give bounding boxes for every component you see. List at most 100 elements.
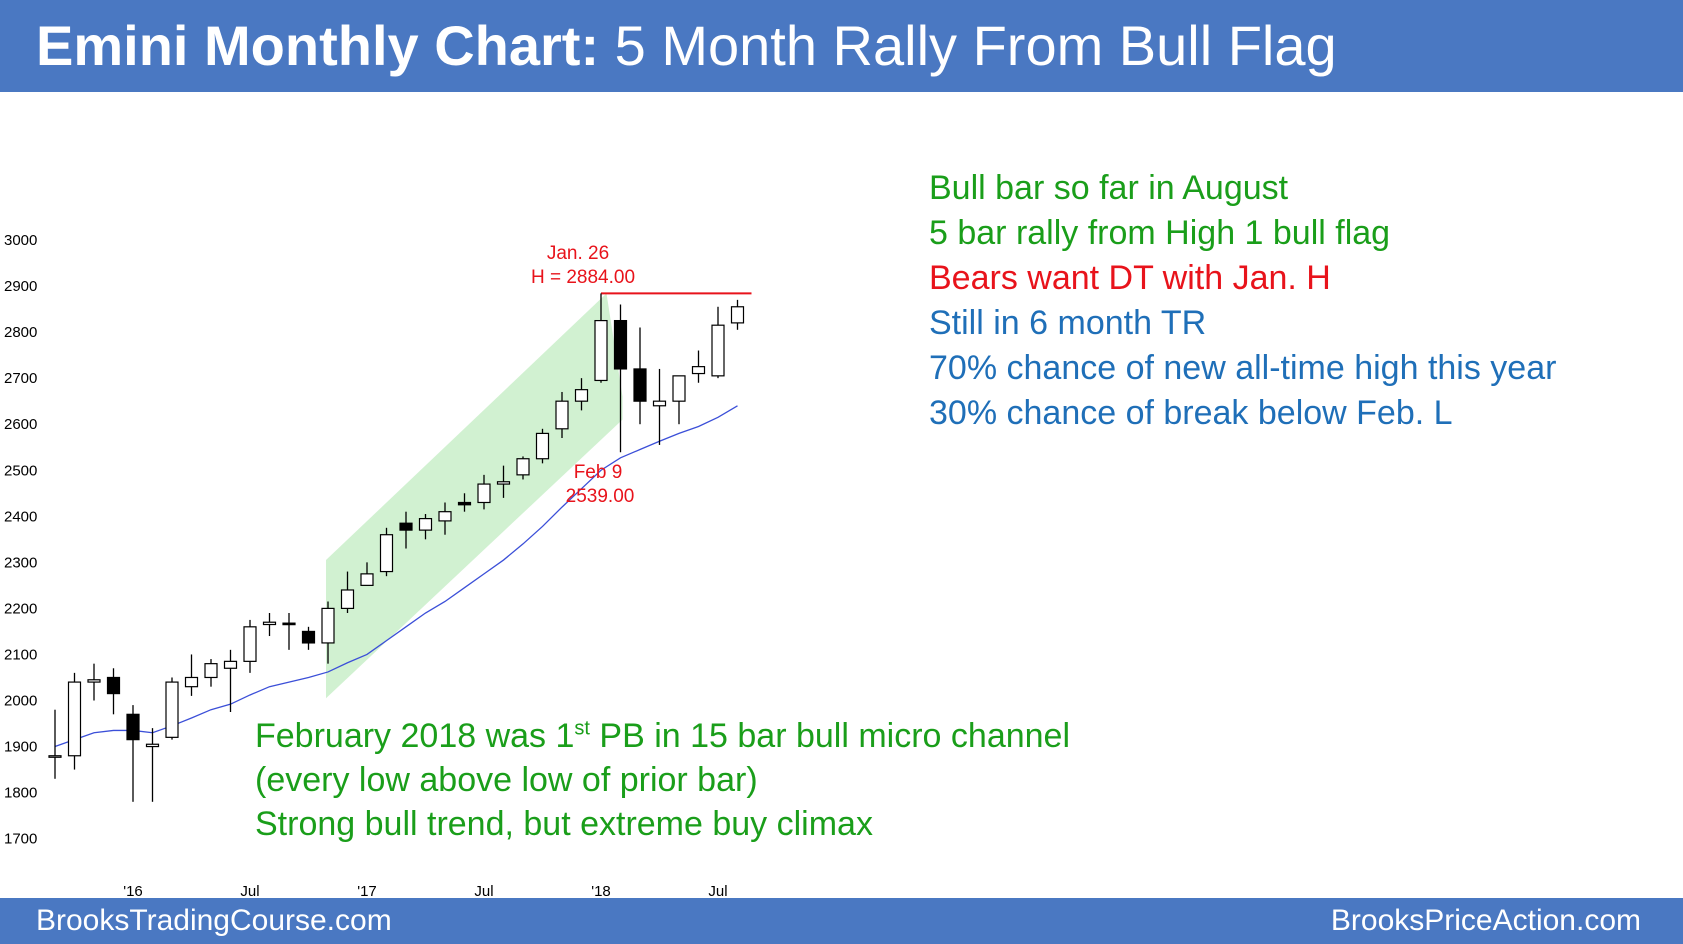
- candle-body: [418, 518, 433, 531]
- candle: [262, 613, 277, 637]
- candle: [106, 668, 121, 715]
- candle-body: [321, 607, 335, 644]
- candle-body: [730, 306, 745, 324]
- note-february-pullback: February 2018 was 1st PB in 15 bar bull …: [255, 716, 1070, 756]
- candle: [399, 511, 413, 549]
- candle: [87, 663, 101, 701]
- x-tick-label: '16: [123, 883, 143, 898]
- candle: [204, 659, 218, 687]
- bull-channel-polygon: [326, 293, 623, 699]
- candle-body: [223, 660, 238, 669]
- candle-body: [711, 324, 725, 377]
- note-trading-range: Still in 6 month TR: [929, 304, 1207, 342]
- candle: [145, 728, 160, 802]
- candle: [282, 613, 296, 650]
- candle-body: [496, 481, 511, 485]
- y-tick-label: 2000: [4, 693, 37, 710]
- candle: [555, 391, 569, 439]
- candle: [691, 350, 706, 383]
- candle-body: [126, 713, 140, 741]
- candle-body: [594, 319, 608, 382]
- y-tick-label: 1800: [4, 785, 37, 802]
- y-tick-label: 2900: [4, 278, 37, 295]
- y-tick-label: 2700: [4, 370, 37, 387]
- candle: [633, 327, 647, 425]
- candle: [67, 672, 82, 770]
- y-tick-label: 3000: [4, 232, 37, 249]
- candle-body: [574, 389, 589, 402]
- y-tick-label: 2600: [4, 416, 37, 433]
- x-tick-label: Jul: [240, 883, 259, 898]
- candle-body: [399, 522, 413, 531]
- note-break-below: 30% chance of break below Feb. L: [929, 394, 1453, 432]
- candlestick-chart: 1700 1800 1900 2000 2100 2200 2300 2400 2500 2600…: [4, 232, 752, 898]
- note-every-low: (every low above low of prior bar): [255, 761, 758, 799]
- candle-body: [691, 366, 706, 375]
- y-axis: 1700 1800 1900 2000 2100 2200 2300 2400 2500 2600…: [4, 232, 37, 848]
- candle-body: [477, 483, 491, 504]
- y-tick-label: 1700: [4, 831, 37, 848]
- candle: [340, 571, 355, 614]
- candle: [477, 474, 491, 510]
- candle-body: [379, 534, 394, 573]
- high-value-label: H = 2884.00: [531, 267, 635, 288]
- candle-body: [340, 589, 355, 610]
- candle: [418, 513, 433, 540]
- candle: [223, 649, 238, 713]
- candle-body: [633, 368, 647, 402]
- candle: [672, 375, 686, 425]
- candle: [594, 293, 608, 383]
- candle-body: [301, 630, 316, 644]
- candle: [516, 456, 530, 480]
- bull-channel-area: [326, 293, 623, 699]
- candle-body: [165, 681, 179, 738]
- low-date-label: Feb 9: [574, 462, 623, 483]
- candle: [574, 378, 589, 411]
- candle: [48, 709, 62, 779]
- title-rest: 5 Month Rally From Bull Flag: [599, 14, 1337, 77]
- x-axis: '16 Jul '17 Jul '18 Jul: [123, 883, 727, 898]
- candle-body: [87, 679, 101, 683]
- footer-right-site: BrooksPriceAction.com: [1330, 904, 1641, 937]
- candle-body: [652, 400, 667, 407]
- candle-body: [67, 681, 82, 757]
- candle-body: [106, 676, 121, 695]
- candle: [652, 368, 667, 445]
- footer-left-site: BrooksTradingCourse.com: [36, 904, 392, 937]
- note-buy-climax: Strong bull trend, but extreme buy clima…: [255, 805, 873, 843]
- candle: [379, 527, 394, 577]
- note-rally: 5 bar rally from High 1 bull flag: [929, 214, 1391, 252]
- y-tick-label: 2200: [4, 600, 37, 617]
- note-new-high: 70% chance of new all-time high this yea…: [929, 349, 1557, 387]
- candle: [126, 705, 140, 802]
- high-date-label: Jan. 26: [547, 243, 609, 264]
- candle-body: [555, 400, 569, 430]
- candle: [184, 654, 199, 696]
- candle: [301, 626, 316, 650]
- candle-body: [516, 458, 530, 476]
- y-tick-label: 2500: [4, 462, 37, 479]
- candle-body: [613, 319, 628, 370]
- title-bold: Emini Monthly Chart:: [36, 14, 600, 77]
- x-tick-label: '18: [591, 883, 611, 898]
- candle-body: [360, 573, 374, 586]
- candle-body: [243, 626, 257, 662]
- y-tick-label: 2100: [4, 646, 37, 663]
- footer-bar: BrooksTradingCourse.com BrooksPriceActio…: [0, 898, 1683, 944]
- y-tick-label: 1900: [4, 739, 37, 756]
- note-february-sup: st: [574, 717, 590, 740]
- candle-body: [438, 511, 452, 522]
- candle: [711, 306, 725, 379]
- candle-body: [282, 622, 296, 626]
- low-value-label: 2539.00: [566, 486, 635, 507]
- candle: [613, 304, 628, 453]
- candle-body: [48, 755, 62, 758]
- candle-body: [535, 432, 550, 460]
- candle: [360, 562, 374, 586]
- candle: [243, 619, 257, 673]
- slide-title: Emini Monthly Chart: 5 Month Rally From …: [36, 14, 1337, 78]
- candle-body: [672, 375, 686, 402]
- candle: [438, 502, 452, 535]
- note-february-text-b: PB in 15 bar bull micro channel: [589, 717, 1071, 755]
- candle: [496, 465, 511, 498]
